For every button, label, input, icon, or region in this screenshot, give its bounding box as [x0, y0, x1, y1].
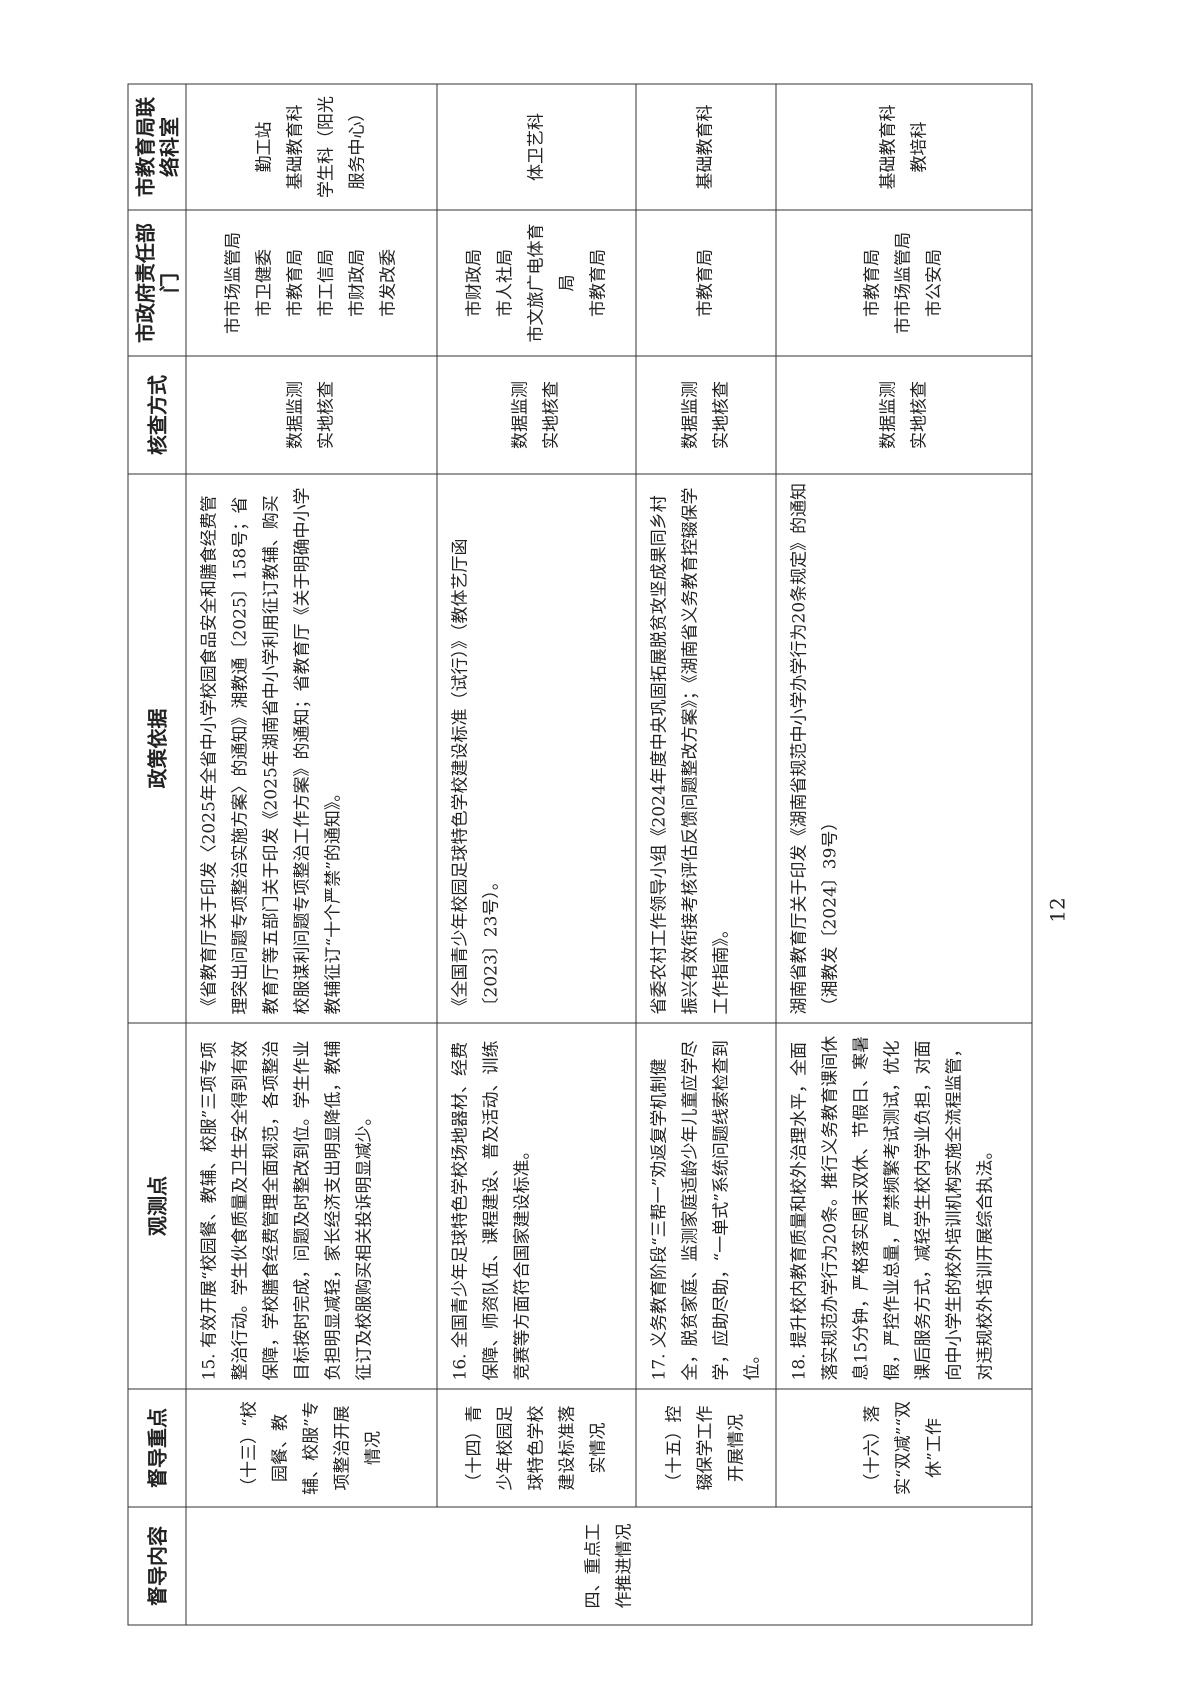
- department-cell: 市教育局: [635, 209, 776, 356]
- cell-line: 数据监测: [285, 380, 305, 449]
- cell-line: 市工信局: [316, 248, 336, 317]
- cell-line: 教培科: [908, 121, 929, 172]
- observation-cell: 15. 有效开展“校园餐、教辅、校服”三项专项整治行动。学生伙食质量及卫生安全得…: [185, 1022, 437, 1389]
- method-cell: 数据监测 实地核查: [635, 355, 776, 474]
- policy-cell: 湖南省教育厅关于印发《湖南省规范中小学办学行为20条规定》的通知（湘教发〔202…: [775, 473, 1032, 1023]
- office-cell: 勤工站 基础教育科 学生科（阳光服务中心）: [185, 83, 437, 210]
- cell-line: 实地核查: [710, 380, 731, 449]
- focus-cell: （十六）落实“双减”“双休”工作: [775, 1388, 1032, 1507]
- cell-line: 实地核查: [541, 380, 561, 449]
- header-cell: 市政府责任部门: [127, 209, 186, 356]
- office-cell: 基础教育科 教培科: [775, 83, 1032, 210]
- cell-line: 市教育局: [285, 248, 305, 317]
- policy-cell: 省委农村工作领导小组《2024年度中央巩固拓展脱贫攻坚成果同乡村振兴有效衔接考核…: [635, 473, 776, 1023]
- table-row: （十四）青少年校园足球特色学校建设标准落实情况 16. 全国青少年足球特色学校场地…: [436, 83, 636, 1625]
- cell-line: 市文旅广电体育局: [525, 223, 577, 342]
- office-cell: 体卫艺科: [436, 83, 636, 210]
- table-row: （十五）控辍保学工作开展情况 17. 义务教育阶段“三帮一”劝返复学机制健全，脱贫…: [635, 83, 776, 1625]
- header-cell: 核查方式: [127, 355, 186, 474]
- cell-line: 市人社局: [494, 248, 515, 317]
- focus-cell: （十五）控辍保学工作开展情况: [635, 1388, 776, 1507]
- rotated-sheet: 督导内容 督导重点 观测点 政策依据 核查方式 市政府责任部门 市教育局联络科室 四、重点工…: [127, 83, 1032, 1625]
- policy-cell: 《全国青少年校园足球特色学校建设标准（试行）》（教体艺厅函〔2023〕23号）。: [436, 473, 636, 1023]
- cell-line: 市教育局: [695, 248, 715, 317]
- table-row: （十六）落实“双减”“双休”工作 18. 提升校内教育质量和校外治理水平，全面落实…: [775, 83, 1032, 1625]
- header-cell: 督导内容: [127, 1506, 186, 1625]
- section-cell: 四、重点工作推进情况: [185, 1506, 1032, 1625]
- cell-line: 数据监测: [877, 380, 898, 449]
- cell-line: 基础教育科: [695, 104, 715, 189]
- cell-line: 市卫健委: [254, 248, 274, 317]
- cell-line: 基础教育科: [877, 104, 898, 189]
- cell-line: 勤工站: [254, 121, 274, 172]
- supervision-table: 督导内容 督导重点 观测点 政策依据 核查方式 市政府责任部门 市教育局联络科室 四、重点工…: [127, 83, 1032, 1625]
- header-cell: 观测点: [127, 1022, 186, 1389]
- table-body: 四、重点工作推进情况 （十三）“校园餐、教辅、校服”专项整治开展情况 15. 有效开…: [185, 83, 1032, 1625]
- header-cell: 督导重点: [127, 1388, 186, 1507]
- cell-line: 市公安局: [924, 248, 944, 317]
- department-cell: 市市场监管局 市卫健委 市教育局 市工信局 市财政局 市发改委: [185, 209, 437, 356]
- focus-cell: （十四）青少年校园足球特色学校建设标准落实情况: [436, 1388, 636, 1507]
- cell-line: 基础教育科: [285, 104, 305, 189]
- policy-cell: 《省教育厅关于印发〈2025年全省中小学校园食品安全和膳食经费管理突出问题专项整…: [185, 473, 437, 1023]
- method-cell: 数据监测 实地核查: [185, 355, 437, 474]
- page-number: 12: [1045, 897, 1070, 923]
- observation-cell: 16. 全国青少年足球特色学校场地器材、经费保障、师资队伍、课程建设、普及活动、…: [436, 1022, 636, 1389]
- cell-line: 学生科（阳光服务中心）: [316, 95, 367, 198]
- table-row: 四、重点工作推进情况 （十三）“校园餐、教辅、校服”专项整治开展情况 15. 有效开…: [185, 83, 1032, 1625]
- cell-line: 市教育局: [862, 248, 882, 317]
- office-cell: 基础教育科: [635, 83, 776, 210]
- department-cell: 市财政局 市人社局 市文旅广电体育局 市教育局: [436, 209, 636, 356]
- cell-line: 体卫艺科: [525, 112, 546, 181]
- method-cell: 数据监测 实地核查: [436, 355, 636, 474]
- cell-line: 市市场监管局: [223, 231, 243, 334]
- cell-line: 市发改委: [378, 248, 398, 317]
- focus-cell: （十三）“校园餐、教辅、校服”专项整治开展情况: [185, 1388, 437, 1507]
- cell-line: 数据监测: [679, 380, 700, 449]
- cell-line: 市教育局: [587, 248, 608, 317]
- observation-cell: 17. 义务教育阶段“三帮一”劝返复学机制健全，脱贫家庭、监测家庭适龄少年儿童应…: [635, 1022, 776, 1389]
- header-cell: 市教育局联络科室: [127, 83, 186, 210]
- header-cell: 政策依据: [127, 473, 186, 1023]
- cell-line: 市财政局: [463, 248, 484, 317]
- cell-line: 市财政局: [347, 248, 367, 317]
- department-cell: 市教育局 市市场监管局 市公安局: [775, 209, 1032, 356]
- cell-line: 实地核查: [316, 380, 336, 449]
- header-row: 督导内容 督导重点 观测点 政策依据 核查方式 市政府责任部门 市教育局联络科室: [127, 83, 186, 1625]
- method-cell: 数据监测 实地核查: [775, 355, 1032, 474]
- cell-line: 市市场监管局: [893, 231, 913, 334]
- observation-cell: 18. 提升校内教育质量和校外治理水平，全面落实规范办学行为20条。推行义务教育…: [775, 1022, 1032, 1389]
- cell-line: 数据监测: [510, 380, 530, 449]
- cell-line: 实地核查: [908, 380, 929, 449]
